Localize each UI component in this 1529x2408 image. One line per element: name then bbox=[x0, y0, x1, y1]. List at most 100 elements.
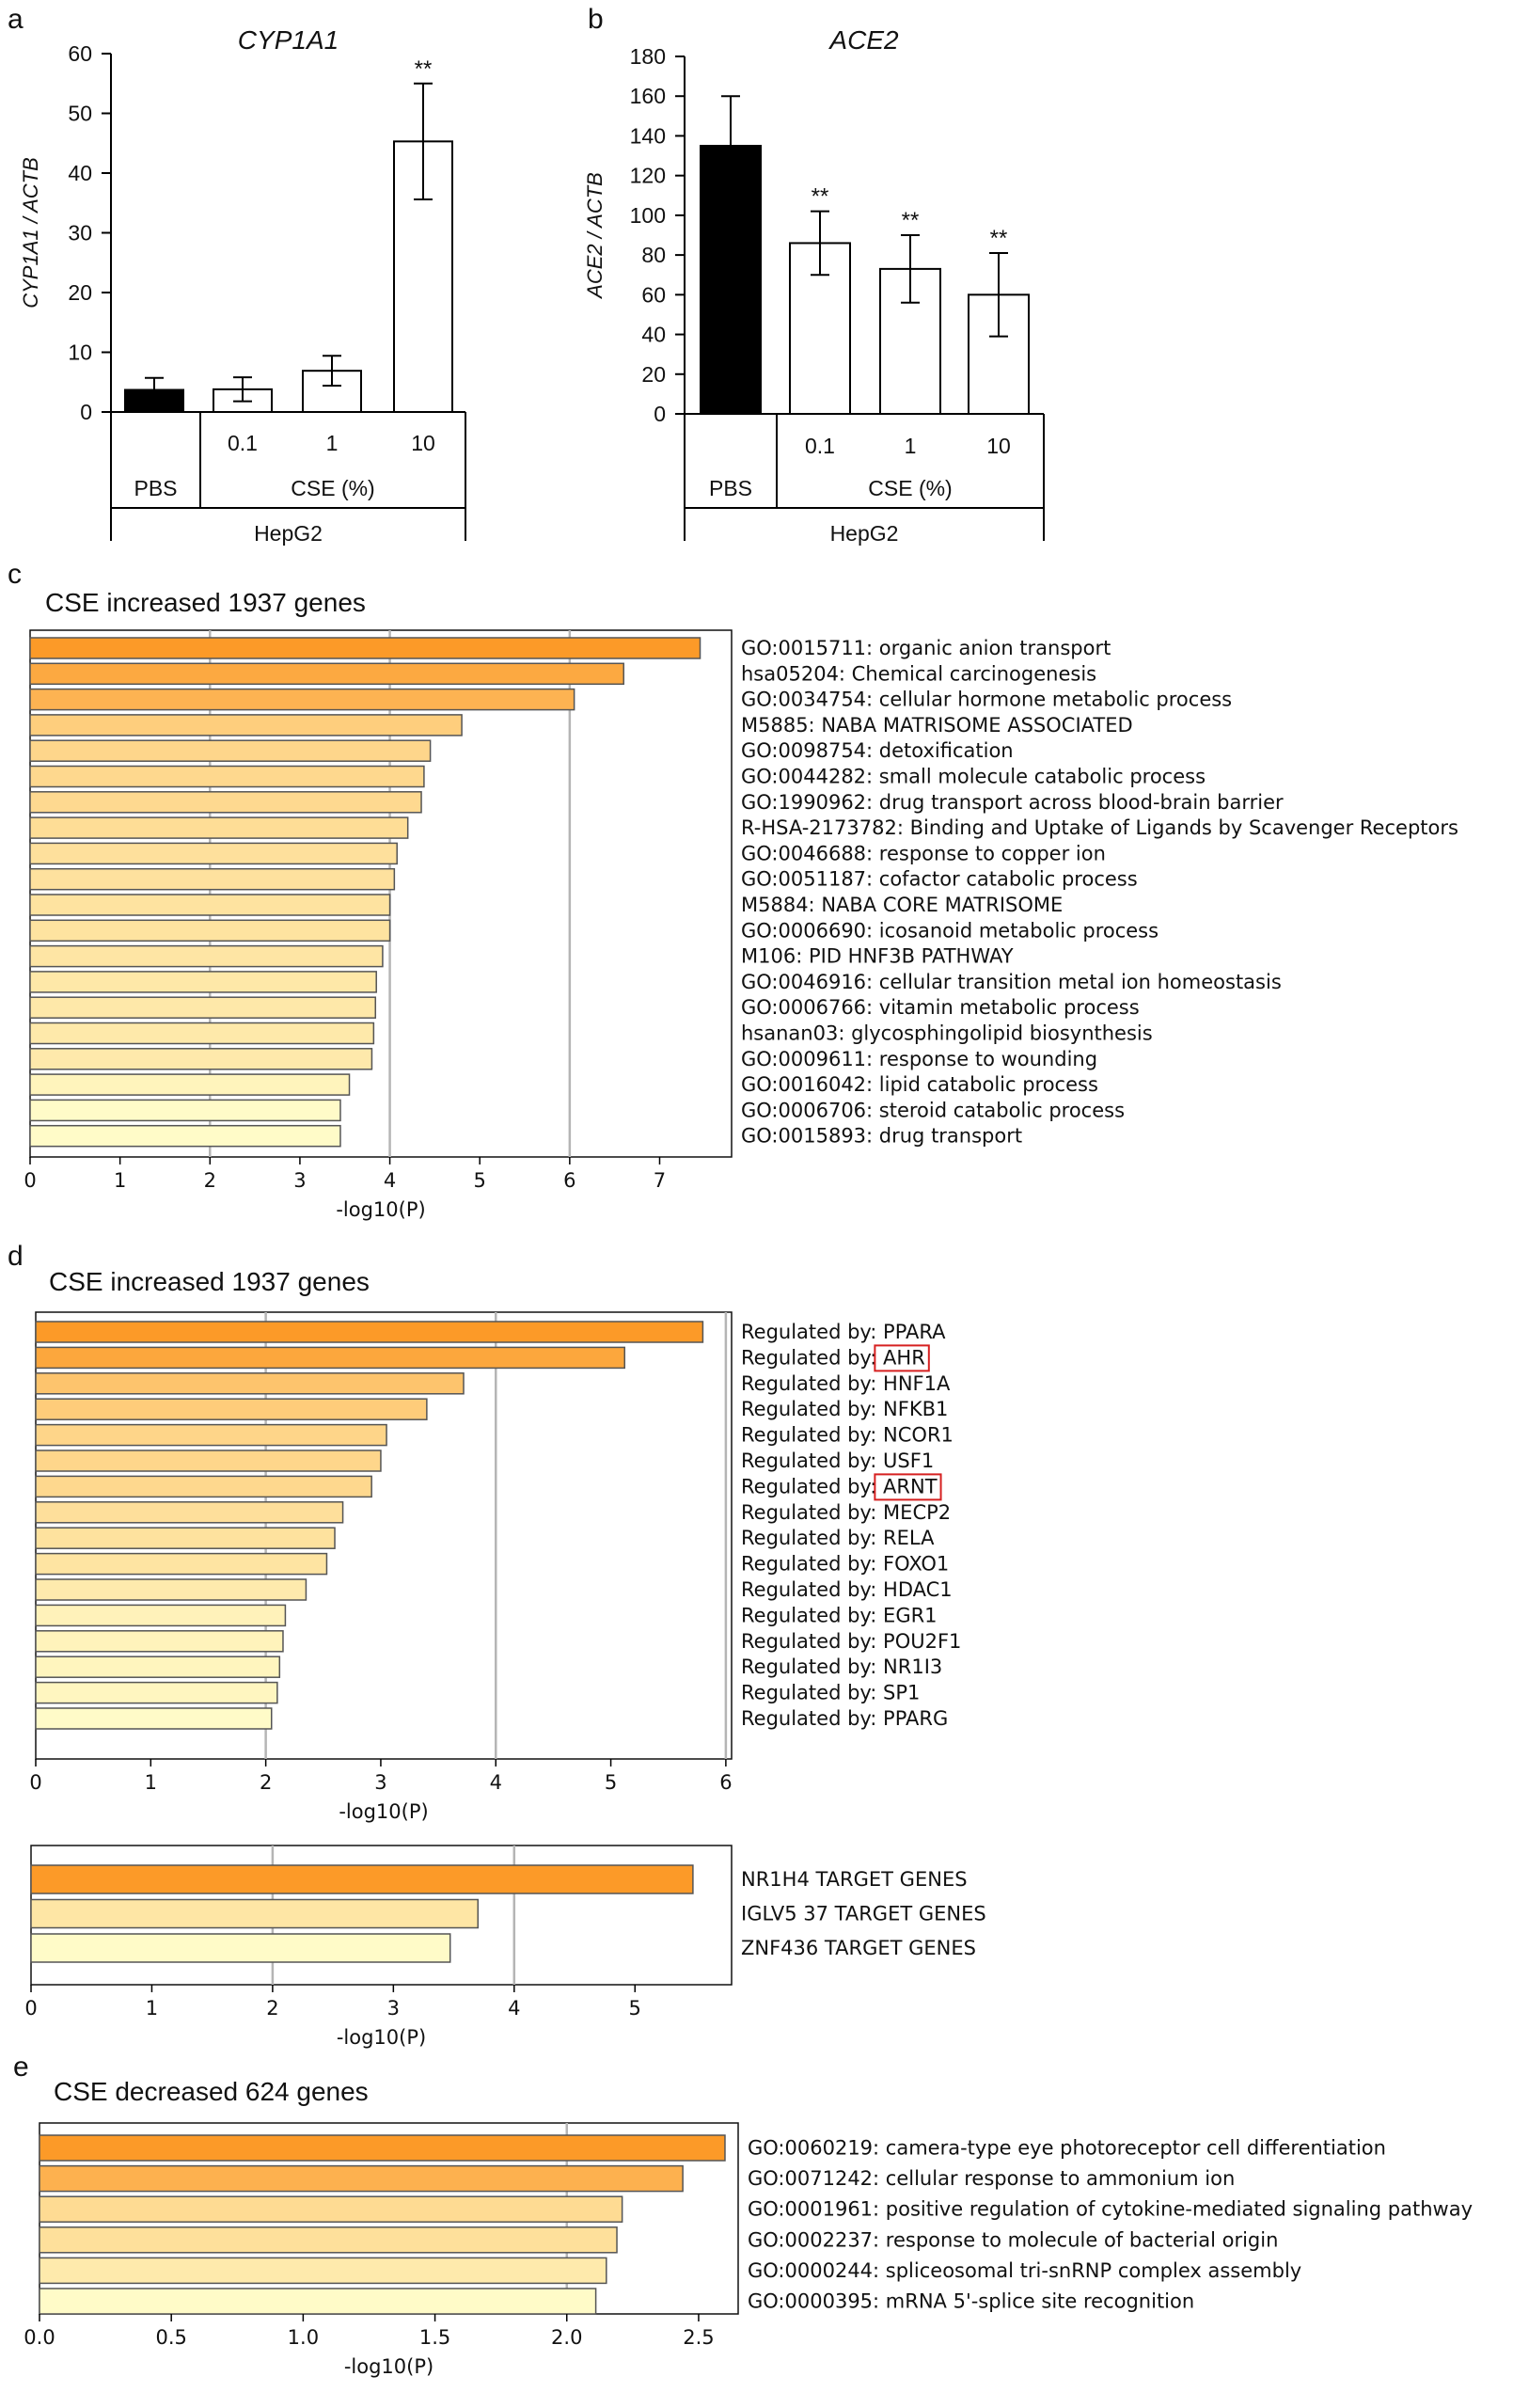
y-tick-label: 40 bbox=[641, 323, 666, 347]
bar bbox=[35, 1423, 387, 1447]
x-tick-label: 0 bbox=[29, 1771, 41, 1794]
panel-letter: c bbox=[8, 559, 22, 590]
y-tick-label: 60 bbox=[641, 282, 666, 307]
category-label: R-HSA-2173782: Binding and Uptake of Lig… bbox=[741, 816, 1458, 839]
y-tick-label: 120 bbox=[630, 164, 666, 188]
panel-d: d CSE increased 1937 genes Regulated by: P… bbox=[8, 1241, 961, 1823]
x-axis-label: -log10(P) bbox=[336, 1198, 425, 1221]
category-label: GO:0034754: cellular hormone metabolic p… bbox=[741, 689, 1232, 711]
category-label: Regulated by: HNF1A bbox=[741, 1372, 951, 1395]
highlight-box bbox=[874, 1473, 942, 1501]
x-tick-label: 6 bbox=[563, 1169, 575, 1192]
bar bbox=[39, 2288, 597, 2315]
bar bbox=[35, 1707, 273, 1730]
bar bbox=[39, 2226, 618, 2254]
x-tick-label: 3 bbox=[293, 1169, 306, 1192]
x-tick-label: 0.0 bbox=[24, 2326, 55, 2349]
category-label: GO:0000244: spliceosomal tri-snRNP compl… bbox=[748, 2259, 1301, 2282]
bar bbox=[35, 1630, 284, 1653]
category-label: GO:1990962: drug transport across blood-… bbox=[741, 791, 1284, 814]
panel-letter: d bbox=[8, 1241, 24, 1272]
bar bbox=[29, 944, 384, 968]
category-label: M106: PID HNF3B PATHWAY bbox=[741, 945, 1014, 968]
category-label: GO:0060219: camera-type eye photorecepto… bbox=[748, 2137, 1386, 2160]
bar bbox=[30, 1864, 694, 1894]
bar bbox=[30, 1898, 480, 1929]
x-tick-label: 1 bbox=[146, 1997, 158, 2020]
category-label: GO:0002237: response to molecule of bact… bbox=[748, 2228, 1278, 2251]
y-tick-label: 60 bbox=[68, 41, 92, 66]
bar bbox=[29, 765, 425, 788]
y-tick-label: 80 bbox=[641, 243, 666, 267]
x-tick-label: 1.5 bbox=[419, 2326, 450, 2349]
category-label: Regulated by: EGR1 bbox=[741, 1604, 938, 1626]
chart-title: CSE decreased 624 genes bbox=[54, 2077, 369, 2106]
chart-title: CYP1A1 bbox=[238, 25, 339, 55]
category-label: Regulated by: NFKB1 bbox=[741, 1398, 948, 1420]
category-label: hsanan03: glycosphingolipid biosynthesis bbox=[741, 1022, 1153, 1045]
x-tick-label: 3 bbox=[387, 1997, 400, 2020]
significance-mark: ** bbox=[902, 208, 920, 233]
bar bbox=[35, 1372, 465, 1395]
chart-title: ACE2 bbox=[828, 25, 899, 55]
bar bbox=[29, 971, 377, 993]
bar bbox=[29, 996, 377, 1019]
x-tick-label: 10 bbox=[411, 431, 435, 455]
category-label: Regulated by: NR1I3 bbox=[741, 1656, 942, 1678]
significance-mark: ** bbox=[990, 226, 1008, 251]
category-label: GO:0046916: cellular transition metal io… bbox=[741, 971, 1282, 993]
bar bbox=[29, 894, 391, 916]
y-tick-label: 30 bbox=[68, 221, 92, 246]
x-tick-label: 2.5 bbox=[683, 2326, 714, 2349]
category-label: GO:0009611: response to wounding bbox=[741, 1048, 1097, 1070]
x-axis-label: -log10(P) bbox=[344, 2355, 433, 2378]
category-label: GO:0006690: icosanoid metabolic process bbox=[741, 919, 1159, 942]
bar bbox=[29, 714, 463, 737]
x-tick-label: 1 bbox=[145, 1771, 157, 1794]
y-tick-label: 160 bbox=[630, 84, 666, 108]
x-tick-label: 4 bbox=[508, 1997, 520, 2020]
group-label-pbs: PBS bbox=[709, 476, 752, 500]
x-tick-label: 4 bbox=[384, 1169, 396, 1192]
category-label: Regulated by: POU2F1 bbox=[741, 1630, 961, 1653]
category-label: Regulated by: PPARG bbox=[741, 1707, 948, 1730]
category-label: GO:0000395: mRNA 5'-splice site recognit… bbox=[748, 2290, 1194, 2313]
bar bbox=[29, 637, 701, 659]
x-tick-label: 5 bbox=[629, 1997, 641, 2020]
category-label: M5884: NABA CORE MATRISOME bbox=[741, 894, 1063, 916]
bar bbox=[39, 2134, 726, 2162]
x-tick-label: 0 bbox=[24, 1997, 37, 2020]
bar bbox=[35, 1604, 287, 1627]
category-label: Regulated by: MECP2 bbox=[741, 1501, 951, 1524]
bar bbox=[39, 2257, 607, 2285]
category-label: GO:0006766: vitamin metabolic process bbox=[741, 996, 1140, 1019]
category-label: GO:0015711: organic anion transport bbox=[741, 637, 1111, 659]
category-label: GO:0046688: response to copper ion bbox=[741, 842, 1106, 864]
x-tick-label: 2 bbox=[266, 1997, 278, 2020]
category-label: Regulated by: ARNT bbox=[741, 1475, 938, 1497]
x-tick-label: 0.1 bbox=[228, 431, 258, 455]
category-label: Regulated by: RELA bbox=[741, 1527, 935, 1549]
category-label: GO:0016042: lipid catabolic process bbox=[741, 1073, 1098, 1096]
y-tick-label: 20 bbox=[641, 362, 666, 387]
bar bbox=[29, 816, 409, 839]
bar bbox=[35, 1681, 278, 1704]
category-label: Regulated by: USF1 bbox=[741, 1450, 934, 1472]
category-label: Regulated by: FOXO1 bbox=[741, 1553, 949, 1576]
bar bbox=[35, 1450, 382, 1472]
bar bbox=[39, 2164, 684, 2193]
category-label: Regulated by: PPARA bbox=[741, 1321, 946, 1343]
category-label: Regulated by: NCOR1 bbox=[741, 1424, 954, 1447]
panel-b: b ACE2 ACE2 / ACTB 0 20 40 60 80 100 120 140 160 180… bbox=[583, 4, 1045, 546]
category-label: GO:0051187: cofactor catabolic process bbox=[741, 868, 1138, 891]
x-tick-label: 0.5 bbox=[155, 2326, 186, 2349]
category-label: Regulated by: HDAC1 bbox=[741, 1578, 953, 1601]
x-tick-label: 10 bbox=[986, 434, 1011, 458]
x-tick-label: 3 bbox=[374, 1771, 386, 1794]
bar bbox=[35, 1527, 336, 1549]
bar bbox=[35, 1346, 625, 1370]
x-tick-label: 0 bbox=[24, 1169, 36, 1192]
bar bbox=[29, 688, 575, 711]
bar bbox=[29, 842, 398, 865]
bar bbox=[35, 1501, 344, 1524]
